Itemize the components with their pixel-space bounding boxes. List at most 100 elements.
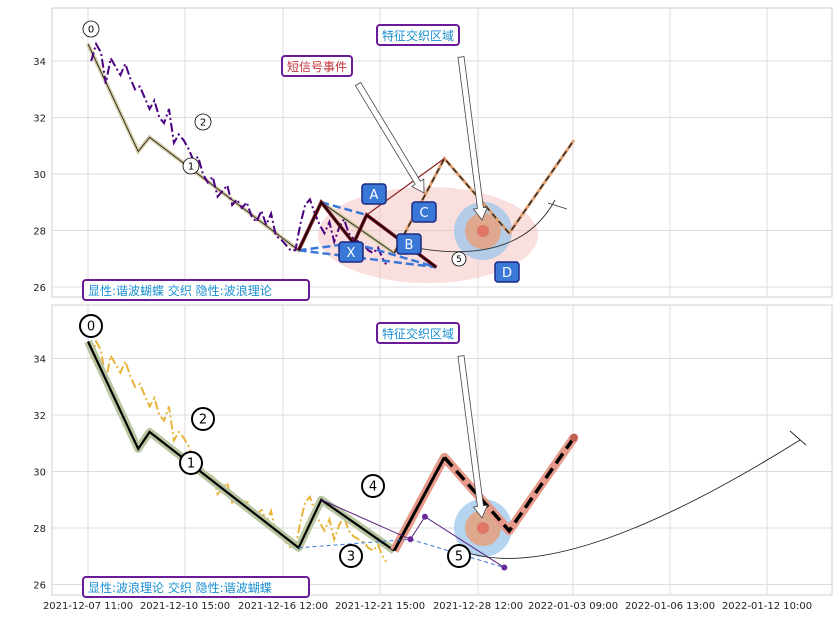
top-wave-label-0: 0: [82, 20, 100, 38]
bottom-feature-arrow: [457, 355, 489, 519]
top-wave-label-5: 5: [451, 251, 467, 267]
bottom-wave-label-4-circle: [361, 474, 385, 498]
pattern-bd-dash: [353, 242, 437, 269]
xtick-label-3: 2021-12-21 15:00: [335, 601, 425, 612]
bottom-wave-label-1-text: 1: [187, 456, 195, 471]
bottom-target-core: [477, 522, 489, 534]
pattern-label-b-box: [396, 233, 422, 255]
bottom-ytick-label-34: 34: [33, 355, 46, 366]
bottom-harmonic-xb: [298, 538, 411, 549]
bottom-legend-label: 显性:波浪理论 交织 隐性:谐波蝴蝶: [82, 576, 310, 598]
pattern-label-c: C: [411, 201, 437, 223]
pattern-xd-dash: [298, 249, 437, 269]
bottom-ytick-label-26: 26: [33, 581, 46, 592]
bottom-legend-label-box: [82, 576, 310, 598]
bottom-feature-label-text: 特征交织区域: [382, 326, 454, 341]
bottom-wave-label-0-circle: [79, 314, 103, 338]
top-ytick-label-28: 28: [33, 227, 46, 238]
bottom-wave-label-0: 0: [79, 314, 103, 338]
top-ytick-label-32: 32: [33, 114, 46, 125]
bottom-ytick-label-28: 28: [33, 524, 46, 535]
top-wave-label-0-text: 0: [88, 24, 94, 35]
top-ytick-label-34: 34: [33, 57, 46, 68]
bottom-wave-label-5-text: 5: [455, 549, 463, 564]
pattern-label-x: X: [338, 241, 364, 263]
bottom-wave-label-1-circle: [179, 451, 203, 475]
bottom-ytick-label-32: 32: [33, 411, 46, 422]
pattern-label-a-text: A: [370, 188, 379, 203]
top-feature-label-text: 特征交织区域: [382, 28, 454, 43]
bottom-feature-label: 特征交织区域: [376, 322, 460, 344]
top-ytick-label-26: 26: [33, 283, 46, 294]
pattern-label-x-box: [338, 241, 364, 263]
top-feature-label-box: [376, 24, 460, 46]
top-wave-label-1: 1: [182, 157, 200, 175]
pattern-label-x-text: X: [347, 246, 356, 261]
top-wave-label-2-text: 2: [200, 117, 206, 128]
bottom-wave-line: [87, 341, 395, 552]
pattern-label-a: A: [361, 183, 387, 205]
bottom-wave-label-3-text: 3: [347, 549, 355, 564]
top-panel-frame: [51, 7, 833, 298]
bottom-panel-frame: [51, 304, 833, 596]
pattern-label-b: B: [396, 233, 422, 255]
top-wave-label-1-circle: [182, 157, 200, 175]
top-target-core: [477, 225, 489, 237]
pattern-label-b-text: B: [405, 238, 414, 253]
pattern-label-a-box: [361, 183, 387, 205]
pattern-ac-dash: [320, 201, 367, 217]
xtick-label-5: 2022-01-03 09:00: [528, 601, 618, 612]
bottom-projection-end-dot: [570, 433, 578, 442]
bottom-wave-label-3-circle: [339, 544, 363, 568]
bottom-wave-label-0-text: 0: [87, 319, 95, 334]
bottom-harmonic-dot-0: [407, 536, 414, 543]
xtick-label-2: 2021-12-16 12:00: [238, 601, 328, 612]
bottom-price-line: [90, 338, 387, 563]
top-arc-tick: [547, 202, 568, 210]
bottom-feature-label-box: [376, 322, 460, 344]
top-projection-arc: [418, 199, 556, 253]
top-wave-label-2-circle: [194, 113, 212, 131]
bottom-wave-label-4-text: 4: [369, 479, 377, 494]
bottom-projection-dash: [443, 436, 576, 534]
bottom-arc-tick: [789, 430, 807, 446]
top-wave-line: [87, 43, 395, 254]
pattern-label-d-text: D: [502, 266, 512, 281]
xtick-label-7: 2022-01-12 10:00: [722, 601, 812, 612]
pattern-label-d: D: [494, 261, 520, 283]
bottom-wave-label-3: 3: [339, 544, 363, 568]
bottom-ytick-label-30: 30: [33, 468, 46, 479]
pattern-label-d-box: [494, 261, 520, 283]
bottom-harmonic-dot-1: [421, 513, 428, 520]
top-wave-label-0-circle: [82, 20, 100, 38]
top-wave-label-5-text: 5: [456, 255, 462, 265]
top-feature-label: 特征交织区域: [376, 24, 460, 46]
bottom-wave-label-2-text: 2: [199, 412, 207, 427]
top-signal-arrow: [354, 81, 425, 194]
xtick-label-0: 2021-12-07 11:00: [43, 601, 133, 612]
top-signal-label-box: [281, 55, 353, 77]
pattern-label-c-text: C: [419, 206, 428, 221]
bottom-projection-arc: [459, 439, 801, 559]
top-c-extension-line: [366, 157, 445, 216]
top-price-line: [90, 41, 387, 265]
top-feature-arrow: [457, 56, 489, 221]
top-wave-label-1-text: 1: [188, 161, 194, 172]
bottom-projection-up: [392, 456, 446, 552]
bottom-wave-label-2-circle: [191, 407, 215, 431]
top-ytick-label-30: 30: [33, 170, 46, 181]
bottom-wave-label-5-circle: [447, 544, 471, 568]
top-wave-label-5-circle: [451, 251, 467, 267]
top-signal-label-text: 短信号事件: [287, 60, 347, 74]
top-legend-label: 显性:谐波蝴蝶 交织 隐性:波浪理论: [82, 279, 310, 301]
bottom-wave-label-2: 2: [191, 407, 215, 431]
bottom-wave-label-4: 4: [361, 474, 385, 498]
bottom-legend-label-text: 显性:波浪理论 交织 隐性:谐波蝴蝶: [88, 580, 272, 595]
bottom-harmonic-line: [321, 499, 505, 568]
xtick-label-1: 2021-12-10 15:00: [140, 601, 230, 612]
xtick-label-4: 2021-12-28 12:00: [433, 601, 523, 612]
bottom-wave-label-1: 1: [179, 451, 203, 475]
top-legend-label-text: 显性:谐波蝴蝶 交织 隐性:波浪理论: [88, 283, 272, 298]
